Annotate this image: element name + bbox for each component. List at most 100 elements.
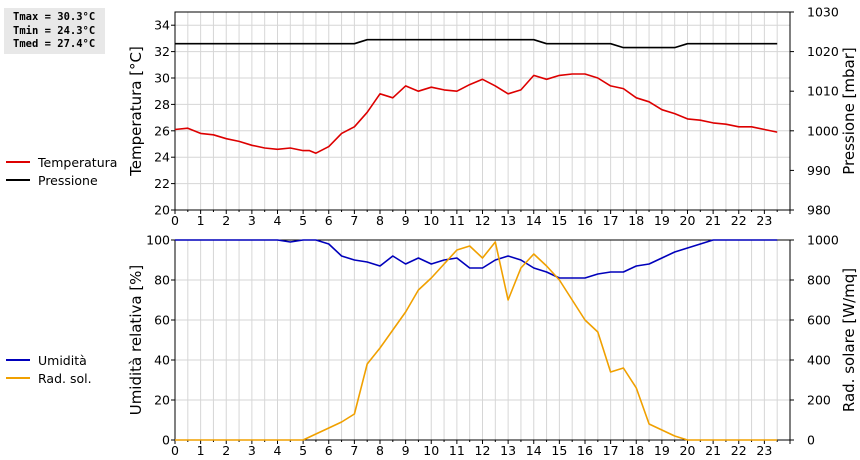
tmax-text: Tmax = 30.3°C — [13, 11, 96, 23]
x-tick-label: 21 — [705, 443, 721, 458]
x-tick-label: 0 — [171, 443, 179, 458]
legend-label-pressione: Pressione — [38, 172, 98, 188]
y2-tick-label: 0 — [807, 433, 815, 448]
x-tick-label: 9 — [402, 443, 410, 458]
x-tick-label: 5 — [299, 213, 307, 228]
y-tick-label: 32 — [154, 44, 170, 59]
x-tick-label: 15 — [551, 213, 567, 228]
y-tick-label: 26 — [154, 123, 170, 138]
y-tick-label: 100 — [146, 233, 170, 248]
legend-label-rad-sol: Rad. sol. — [38, 370, 92, 386]
legend-item-rad-sol: Rad. sol. — [6, 369, 92, 387]
y2-tick-label: 400 — [807, 353, 831, 368]
y-tick-label: 34 — [154, 18, 170, 33]
x-tick-label: 2 — [222, 213, 230, 228]
x-tick-label: 6 — [325, 213, 333, 228]
y-tick-label: 20 — [154, 393, 170, 408]
y2-tick-label: 990 — [807, 163, 831, 178]
y-tick-label: 24 — [154, 150, 170, 165]
y2-tick-label: 200 — [807, 393, 831, 408]
x-tick-label: 14 — [526, 443, 542, 458]
series-line-rad-sol- — [175, 241, 778, 441]
legend-label-temperatura: Temperatura — [38, 154, 118, 170]
y-tick-label: 40 — [154, 353, 170, 368]
x-tick-label: 11 — [449, 213, 465, 228]
plot-frame — [174, 11, 791, 211]
y-tick-label: 30 — [154, 71, 170, 86]
legend-bottom: Umidità Rad. sol. — [6, 351, 92, 387]
y2-tick-label: 1000 — [807, 233, 839, 248]
x-tick-label: 13 — [500, 213, 516, 228]
x-tick-label: 16 — [577, 443, 593, 458]
legend-top: Temperatura Pressione — [6, 153, 117, 189]
x-tick-label: 13 — [500, 443, 516, 458]
y2-tick-label: 1030 — [807, 5, 839, 20]
x-tick-label: 4 — [274, 443, 282, 458]
series-line-pressione — [175, 38, 778, 49]
x-tick-label: 16 — [577, 213, 593, 228]
x-tick-label: 12 — [475, 443, 491, 458]
x-tick-label: 23 — [756, 213, 772, 228]
y2-tick-label: 800 — [807, 273, 831, 288]
y-tick-label: 80 — [154, 273, 170, 288]
y-tick-label: 0 — [162, 433, 170, 448]
legend-swatch-pressione — [6, 179, 30, 181]
x-tick-label: 17 — [603, 443, 619, 458]
x-tick-label: 14 — [526, 213, 542, 228]
x-tick-label: 10 — [423, 443, 439, 458]
y2-axis-label: Pressione [mbar] — [840, 47, 858, 175]
x-tick-label: 1 — [197, 213, 205, 228]
x-tick-label: 5 — [299, 443, 307, 458]
legend-item-temperatura: Temperatura — [6, 153, 117, 171]
x-tick-label: 4 — [274, 213, 282, 228]
legend-label-umidita: Umidità — [38, 352, 87, 368]
legend-swatch-umidita — [6, 359, 30, 361]
x-tick-label: 22 — [731, 213, 747, 228]
x-tick-label: 11 — [449, 443, 465, 458]
x-tick-label: 19 — [654, 443, 670, 458]
y2-tick-label: 980 — [807, 203, 831, 218]
x-tick-label: 12 — [475, 213, 491, 228]
x-tick-label: 8 — [376, 213, 384, 228]
y-tick-label: 22 — [154, 176, 170, 191]
series-line-umidit- — [175, 239, 778, 279]
y2-tick-label: 1010 — [807, 84, 839, 99]
x-tick-label: 20 — [680, 443, 696, 458]
tmin-text: Tmin = 24.3°C — [13, 24, 96, 37]
y-axis-label: Temperatura [°C] — [127, 46, 145, 177]
x-tick-label: 20 — [680, 213, 696, 228]
y2-axis-label: Rad. solare [W/mq] — [840, 268, 858, 412]
x-tick-label: 10 — [423, 213, 439, 228]
y-tick-label: 20 — [154, 203, 170, 218]
x-tick-label: 18 — [628, 213, 644, 228]
legend-swatch-temperatura — [6, 161, 30, 163]
x-tick-label: 7 — [350, 443, 358, 458]
x-tick-label: 9 — [402, 213, 410, 228]
x-tick-label: 0 — [171, 213, 179, 228]
x-tick-label: 17 — [603, 213, 619, 228]
legend-item-pressione: Pressione — [6, 171, 117, 189]
x-tick-label: 19 — [654, 213, 670, 228]
y-tick-label: 60 — [154, 313, 170, 328]
x-tick-label: 7 — [350, 213, 358, 228]
x-tick-label: 2 — [222, 443, 230, 458]
x-tick-label: 15 — [551, 443, 567, 458]
x-tick-label: 8 — [376, 443, 384, 458]
x-tick-label: 1 — [197, 443, 205, 458]
y2-tick-label: 600 — [807, 313, 831, 328]
legend-item-umidita: Umidità — [6, 351, 92, 369]
x-tick-label: 3 — [248, 213, 256, 228]
series-line-temperatura — [174, 73, 778, 154]
y-tick-label: 28 — [154, 97, 170, 112]
stats-box: Tmax = 30.3°C Tmin = 24.3°C Tmed = 27.4°… — [4, 8, 105, 54]
x-tick-label: 22 — [731, 443, 747, 458]
plot-frame — [174, 239, 791, 441]
x-tick-label: 23 — [756, 443, 772, 458]
y2-tick-label: 1020 — [807, 44, 839, 59]
x-tick-label: 6 — [325, 443, 333, 458]
x-tick-label: 21 — [705, 213, 721, 228]
x-tick-label: 3 — [248, 443, 256, 458]
y2-tick-label: 1000 — [807, 123, 839, 138]
legend-swatch-rad-sol — [6, 377, 30, 379]
tmed-text: Tmed = 27.4°C — [13, 38, 96, 50]
